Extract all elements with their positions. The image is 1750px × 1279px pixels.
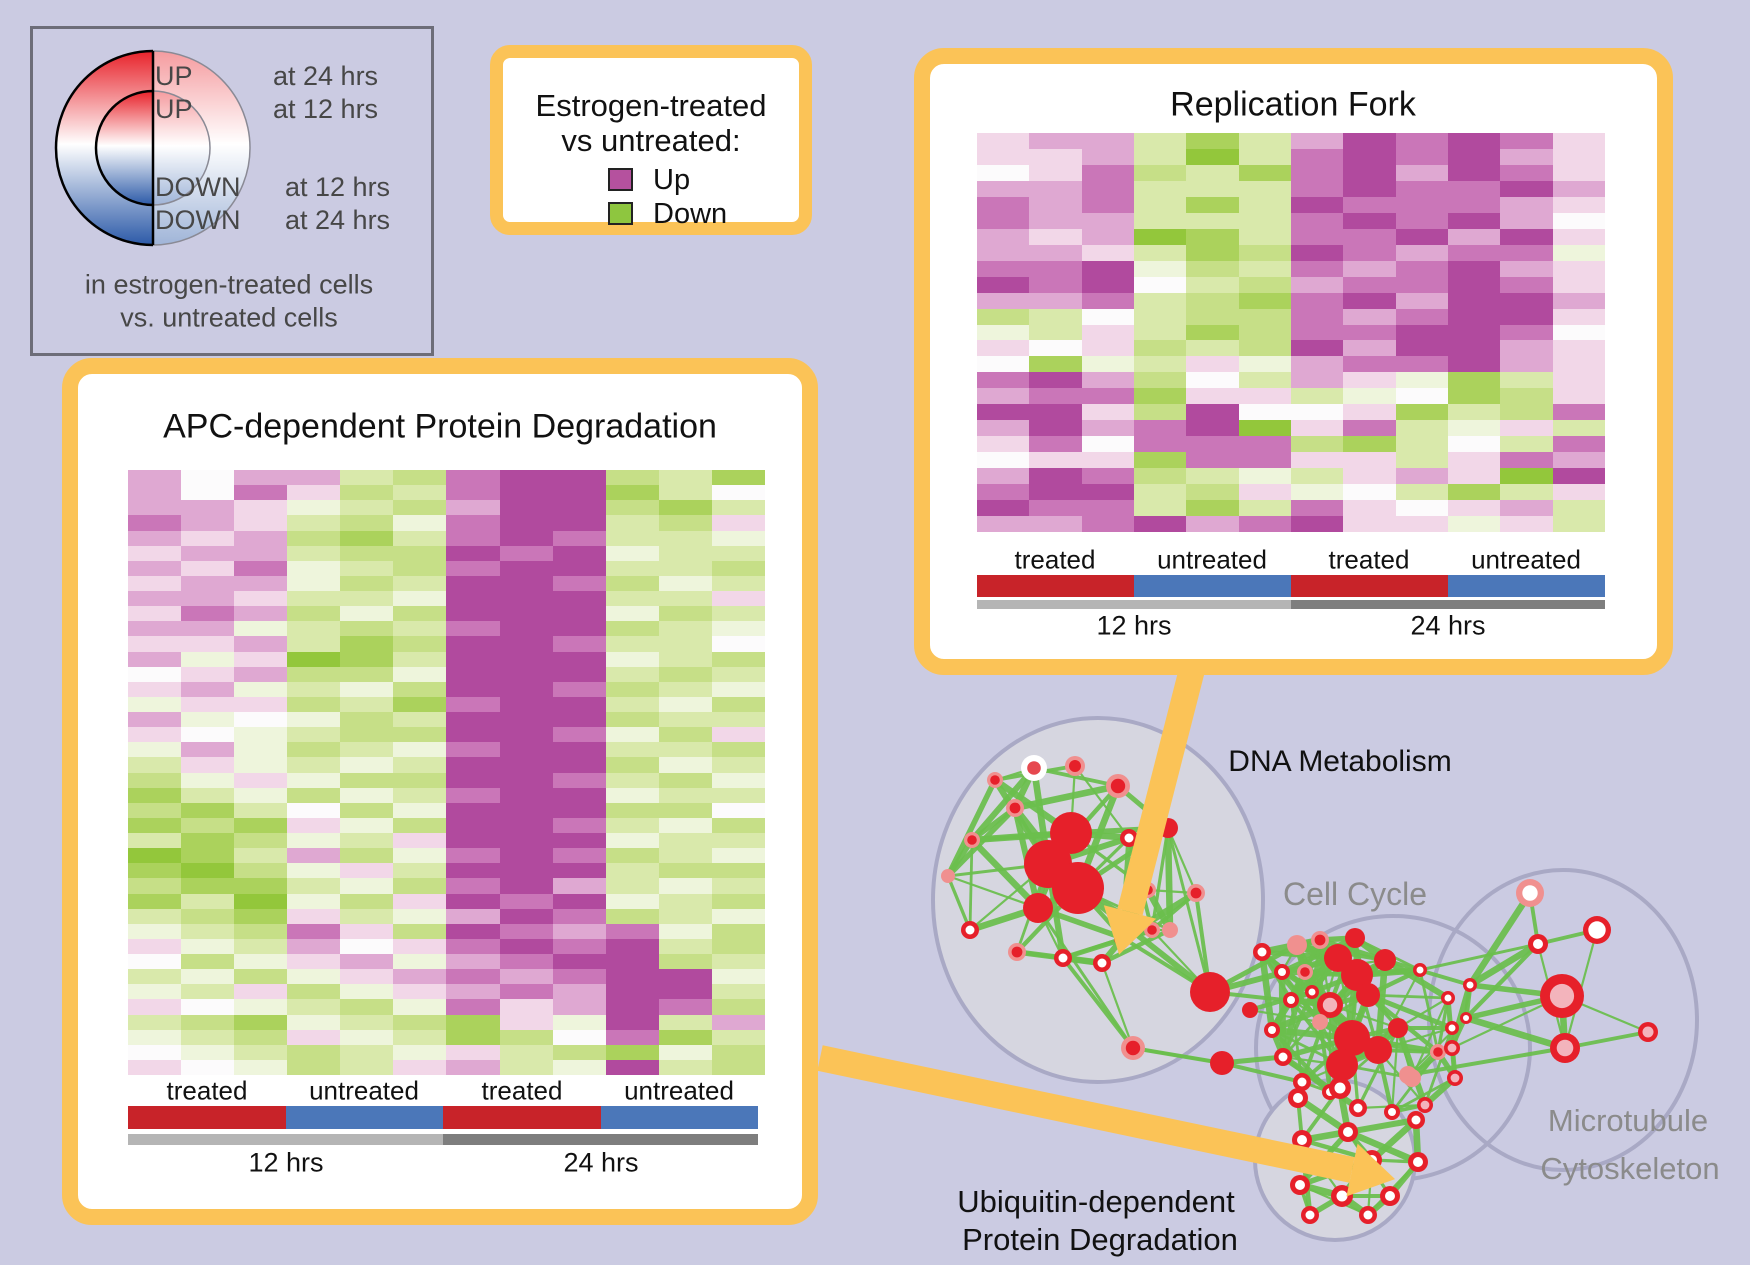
rf-24hrs-bar [1291, 600, 1605, 609]
apc-group-label: untreated [309, 1075, 419, 1106]
rf-untreated-24-bar [1448, 575, 1605, 597]
rf-untreated-12-bar [1134, 575, 1291, 597]
apc-group-label: treated [166, 1075, 248, 1106]
apc-untreated-24-bar [601, 1106, 758, 1129]
legend-up-24-word: UP [155, 61, 193, 91]
legend-cells-line1: in estrogen-treated cells [84, 269, 374, 300]
legend-up-12-word: UP [155, 94, 193, 124]
gradient-legend-box: UP at 24 hrs UP at 12 hrs DOWN at 12 hrs… [30, 26, 434, 356]
rf-treated-24-bar [1291, 575, 1448, 597]
apc-24hrs-label: 24 hrs [563, 1147, 639, 1178]
apc-24hrs-bar [443, 1134, 758, 1145]
svg-text:DNA Metabolism: DNA Metabolism [1228, 745, 1451, 778]
rf-group-label: untreated [1157, 544, 1267, 575]
rf-12hrs-bar [977, 600, 1291, 609]
rf-treated-12-bar [977, 575, 1134, 597]
svg-text:Microtubule: Microtubule [1548, 1103, 1708, 1138]
replication-fork-heatmap [977, 133, 1605, 532]
svg-text:Cell Cycle: Cell Cycle [1283, 876, 1427, 912]
rf-group-label: treated [1328, 544, 1410, 575]
up-swatch-icon [608, 168, 633, 191]
apc-heatmap [128, 470, 765, 1075]
estrogen-legend-box: Estrogen-treated vs untreated: Up Down [490, 45, 812, 235]
apc-group-label: untreated [624, 1075, 734, 1106]
apc-untreated-12-bar [286, 1106, 443, 1129]
svg-text:Ubiquitin-dependent: Ubiquitin-dependent [957, 1184, 1235, 1219]
rf-group-label: untreated [1471, 544, 1581, 575]
legend-down-12-word: DOWN [155, 172, 241, 202]
down-swatch-icon [608, 202, 633, 225]
up-down-gradient-circle-icon [54, 49, 251, 247]
svg-text:Cytoskeleton: Cytoskeleton [1540, 1151, 1719, 1186]
estrogen-up-label: Up [653, 164, 691, 196]
replication-fork-title: Replication Fork [1170, 85, 1416, 124]
estrogen-legend-title2: vs untreated: [561, 123, 741, 158]
legend-up-24-time: at 24 hrs [273, 61, 379, 91]
rf-group-label: treated [1014, 544, 1096, 575]
legend-down-12-time: at 12 hrs [285, 172, 391, 202]
estrogen-down-label: Down [653, 198, 728, 230]
apc-title: APC-dependent Protein Degradation [163, 407, 717, 446]
apc-group-label: treated [481, 1075, 563, 1106]
rf-24hrs-label: 24 hrs [1410, 610, 1486, 641]
legend-up-12-time: at 12 hrs [273, 94, 379, 124]
apc-12hrs-label: 12 hrs [248, 1147, 324, 1178]
legend-down-24-time: at 24 hrs [285, 205, 391, 235]
apc-treated-12-bar [128, 1106, 286, 1129]
rf-12hrs-label: 12 hrs [1096, 610, 1172, 641]
apc-treated-24-bar [443, 1106, 601, 1129]
apc-12hrs-bar [128, 1134, 443, 1145]
legend-cells-line2: vs. untreated cells [120, 302, 338, 333]
svg-text:Protein Degradation: Protein Degradation [962, 1222, 1238, 1257]
legend-down-24-word: DOWN [155, 205, 241, 235]
estrogen-legend-title1: Estrogen-treated [535, 88, 767, 123]
